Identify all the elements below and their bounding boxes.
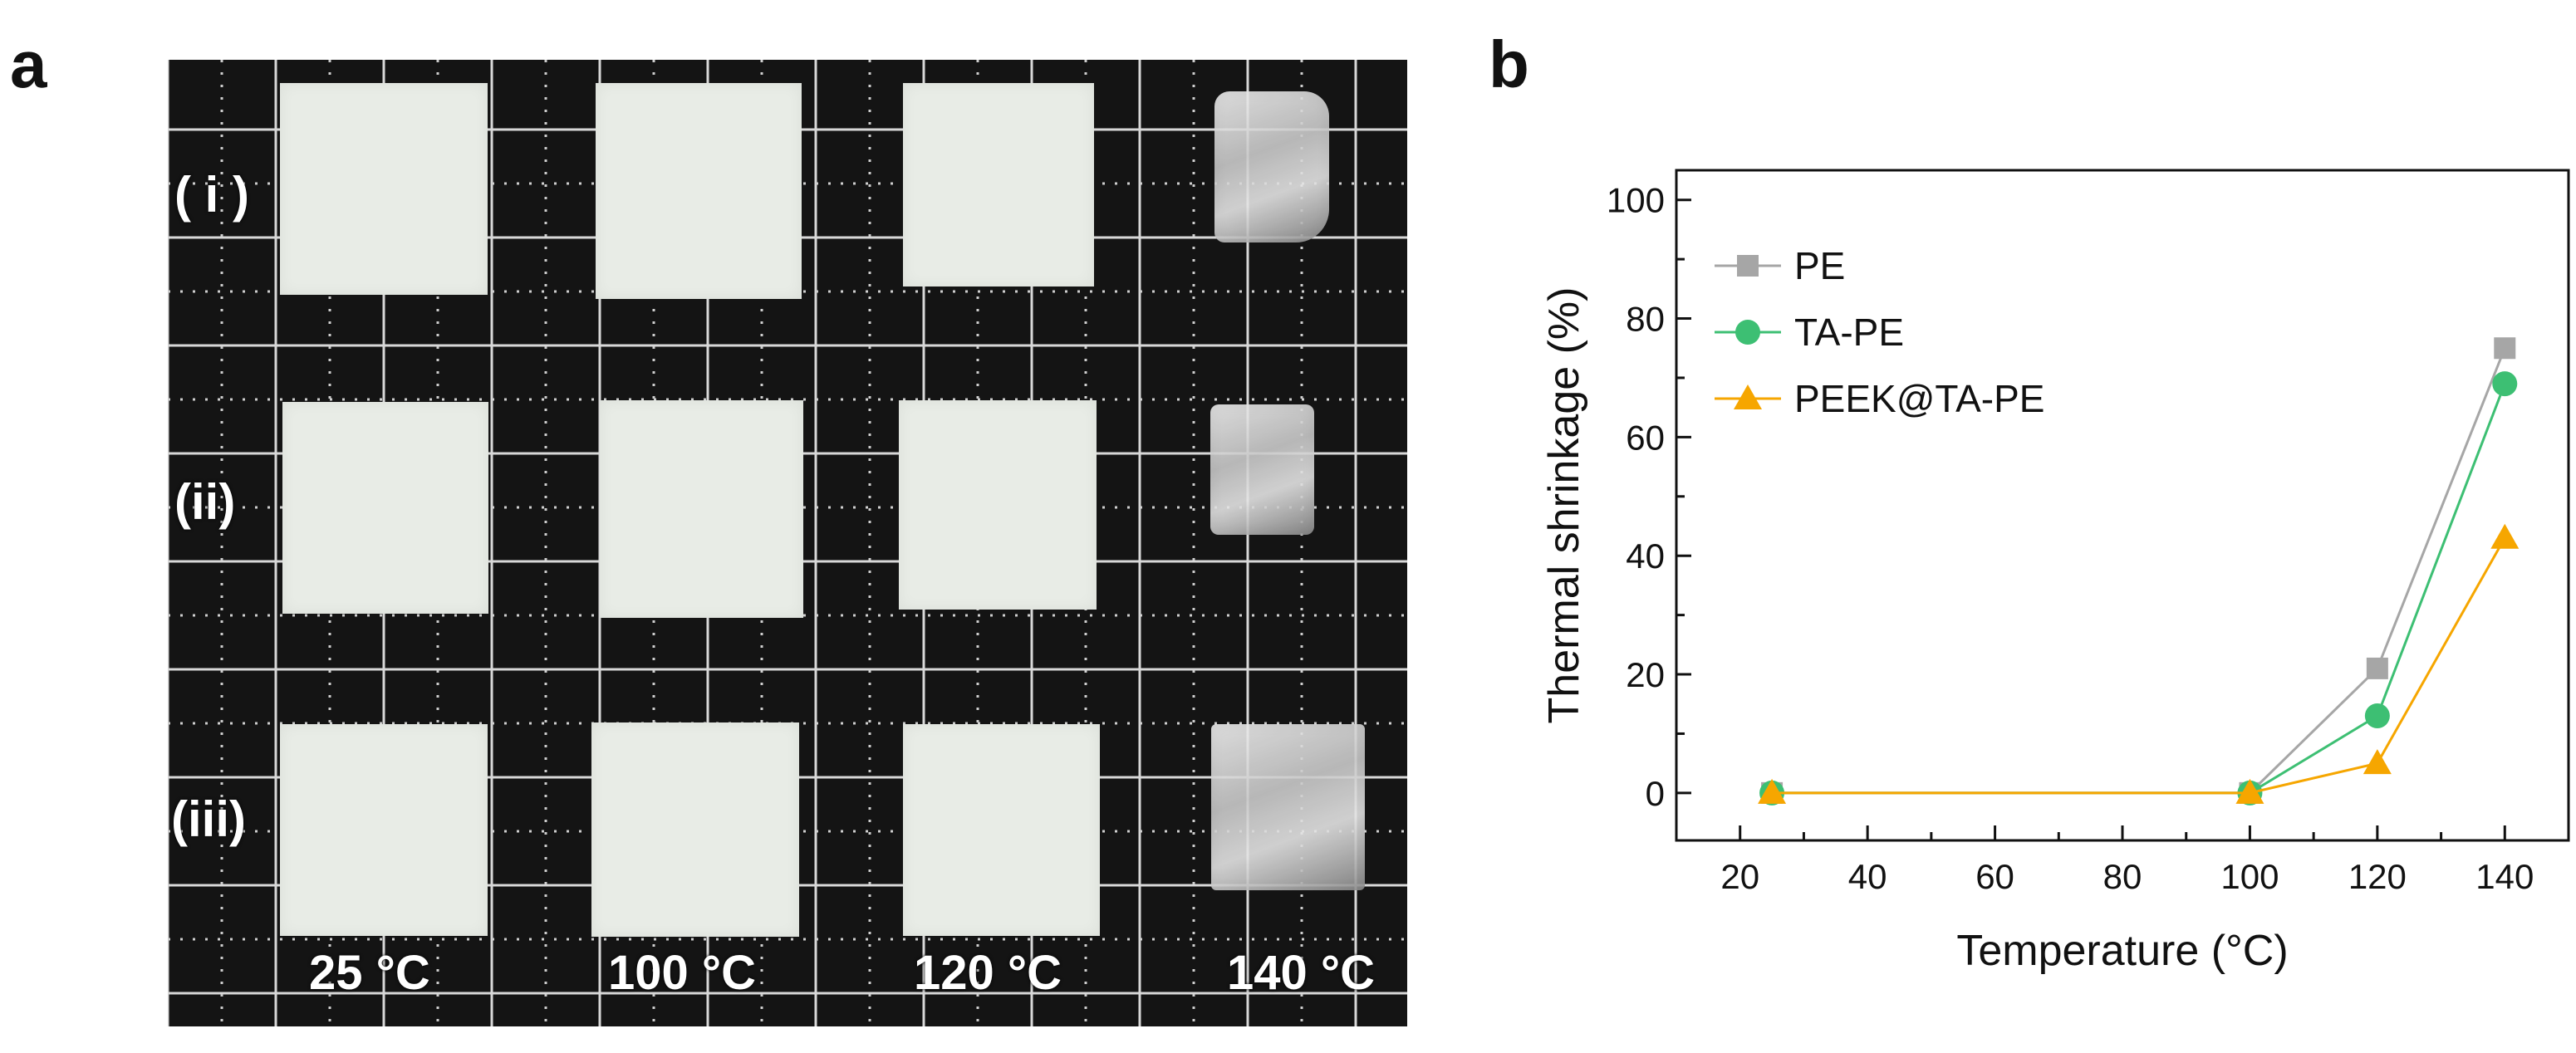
legend-marker-pe <box>1737 255 1759 277</box>
sample-i-120 <box>903 83 1094 287</box>
x-tick-label: 140 <box>2475 857 2534 896</box>
data-point-pe <box>2494 337 2516 360</box>
sample-ii-100 <box>600 400 803 618</box>
column-label-140: 140 °C <box>1227 946 1375 1000</box>
legend-marker-peek-ta-pe <box>1734 384 1762 409</box>
x-tick-label: 40 <box>1848 857 1887 896</box>
data-point-peek-ta-pe <box>2235 778 2264 804</box>
legend-label-pe: PE <box>1794 244 1845 287</box>
data-point-peek-ta-pe <box>2490 523 2520 549</box>
sample-i-25 <box>280 83 488 295</box>
legend-label-ta-pe: TA-PE <box>1794 311 1904 354</box>
row-label-iii: (iii) <box>171 791 246 847</box>
series-line-peek-ta-pe <box>1772 537 2506 795</box>
x-tick-label: 80 <box>2103 857 2142 896</box>
y-tick-label: 0 <box>1646 774 1665 813</box>
panel-b-label: b <box>1489 27 1529 101</box>
data-point-ta-pe <box>2364 703 2390 729</box>
row-label-i: ( i ) <box>174 167 249 223</box>
y-tick-label: 20 <box>1626 655 1665 694</box>
column-label-100: 100 °C <box>608 946 756 1000</box>
column-label-25: 25 °C <box>309 946 430 1000</box>
row-label-ii: (ii) <box>174 474 236 530</box>
x-tick-label: 60 <box>1975 857 2014 896</box>
x-axis-title: Temperature (°C) <box>1956 927 2288 975</box>
sample-ii-25 <box>282 402 488 614</box>
x-tick-label: 120 <box>2348 857 2407 896</box>
data-point-ta-pe <box>2492 371 2518 397</box>
separator-photo: ( i ) (ii) (iii) 25 °C 100 °C 120 °C 140… <box>168 60 1407 1026</box>
y-tick-label: 40 <box>1626 536 1665 575</box>
shrinkage-chart: 20 40 60 80 100 120 140 0 20 40 60 80 100 Temperature… <box>1540 169 2570 975</box>
sample-iii-25 <box>280 724 488 936</box>
sample-iii-140 <box>1211 724 1365 890</box>
sample-i-100 <box>596 83 802 299</box>
y-axis-title: Thermal shrinkage (%) <box>1540 287 1588 724</box>
column-label-120: 120 °C <box>914 946 1062 1000</box>
panel-a-label: a <box>10 27 47 101</box>
sample-iii-100 <box>591 722 799 937</box>
y-tick-label: 100 <box>1607 181 1665 220</box>
sample-iii-120 <box>903 724 1100 936</box>
sample-ii-140 <box>1210 404 1314 535</box>
data-point-peek-ta-pe <box>2363 749 2392 775</box>
data-point-peek-ta-pe <box>1758 778 1787 804</box>
x-tick-label: 20 <box>1720 857 1759 896</box>
legend-label-peek-ta-pe: PEEK@TA-PE <box>1794 377 2044 420</box>
sample-ii-120 <box>899 400 1097 610</box>
y-tick-label: 60 <box>1626 418 1665 457</box>
data-point-pe <box>2366 657 2388 679</box>
y-tick-label: 80 <box>1626 300 1665 339</box>
sample-i-140 <box>1214 91 1329 242</box>
legend-marker-ta-pe <box>1735 320 1760 345</box>
x-tick-label: 100 <box>2220 857 2279 896</box>
